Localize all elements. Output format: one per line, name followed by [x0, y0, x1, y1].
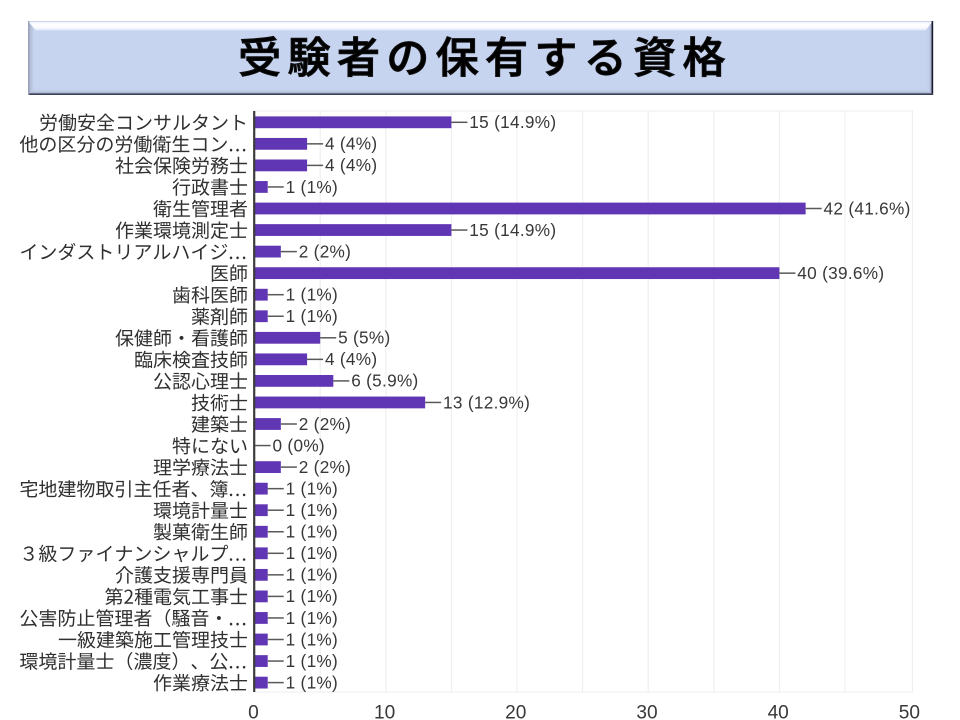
- svg-text:1 (1%): 1 (1%): [286, 306, 338, 326]
- svg-text:1 (1%): 1 (1%): [286, 565, 338, 585]
- svg-text:5 (5%): 5 (5%): [338, 328, 390, 348]
- svg-text:2 (2%): 2 (2%): [299, 457, 351, 477]
- svg-text:1 (1%): 1 (1%): [286, 672, 338, 692]
- svg-text:4 (4%): 4 (4%): [325, 349, 377, 369]
- svg-text:1 (1%): 1 (1%): [286, 500, 338, 520]
- svg-text:50: 50: [899, 702, 920, 720]
- svg-text:0 (0%): 0 (0%): [273, 435, 325, 455]
- svg-text:1 (1%): 1 (1%): [286, 651, 338, 671]
- svg-text:20: 20: [505, 702, 526, 720]
- svg-text:40: 40: [768, 702, 789, 720]
- svg-text:2 (2%): 2 (2%): [299, 241, 351, 261]
- svg-text:1 (1%): 1 (1%): [286, 177, 338, 197]
- svg-text:10: 10: [374, 702, 395, 720]
- svg-text:6 (5.9%): 6 (5.9%): [351, 371, 418, 391]
- svg-text:1 (1%): 1 (1%): [286, 543, 338, 563]
- svg-text:1 (1%): 1 (1%): [286, 629, 338, 649]
- svg-text:15 (14.9%): 15 (14.9%): [469, 112, 556, 132]
- svg-text:30: 30: [636, 702, 657, 720]
- svg-text:42 (41.6%): 42 (41.6%): [824, 198, 911, 218]
- svg-text:2 (2%): 2 (2%): [299, 414, 351, 434]
- svg-text:13 (12.9%): 13 (12.9%): [443, 392, 530, 412]
- svg-text:1 (1%): 1 (1%): [286, 586, 338, 606]
- svg-text:1 (1%): 1 (1%): [286, 478, 338, 498]
- svg-text:15 (14.9%): 15 (14.9%): [469, 220, 556, 240]
- svg-text:40 (39.6%): 40 (39.6%): [797, 263, 884, 283]
- svg-text:4 (4%): 4 (4%): [325, 155, 377, 175]
- svg-text:1 (1%): 1 (1%): [286, 522, 338, 542]
- svg-text:1 (1%): 1 (1%): [286, 285, 338, 305]
- svg-text:0: 0: [248, 702, 259, 720]
- svg-text:4 (4%): 4 (4%): [325, 134, 377, 154]
- svg-text:1 (1%): 1 (1%): [286, 608, 338, 628]
